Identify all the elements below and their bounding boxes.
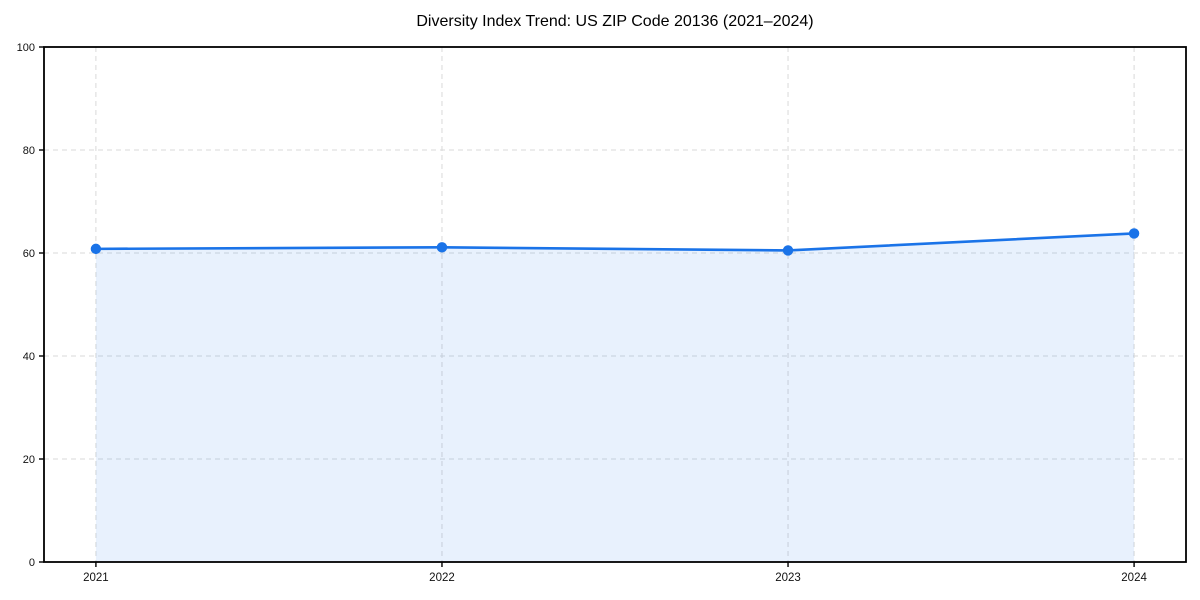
data-point-marker — [436, 242, 448, 253]
data-point-marker — [90, 243, 102, 255]
x-axis-tick-label: 2024 — [1121, 572, 1147, 584]
y-axis-tick-label: 100 — [17, 42, 35, 54]
y-axis-tick-label: 0 — [29, 557, 35, 569]
x-axis-tick-label: 2023 — [775, 572, 801, 584]
y-axis-tick-label: 60 — [23, 248, 35, 260]
trend-line — [94, 232, 1136, 252]
chart-title: Diversity Index Trend: US ZIP Code 20136… — [416, 13, 814, 30]
plot-border — [43, 46, 1187, 563]
y-axis-tick-label: 20 — [23, 454, 35, 466]
data-point-marker — [782, 245, 794, 256]
data-point-marker — [1128, 228, 1140, 239]
x-axis-tick-label: 2022 — [429, 572, 455, 584]
area-fill — [95, 233, 1135, 562]
y-axis-tick-label: 80 — [23, 145, 35, 157]
x-axis-tick-label: 2021 — [83, 572, 109, 584]
y-axis-tick-label: 40 — [23, 351, 35, 363]
